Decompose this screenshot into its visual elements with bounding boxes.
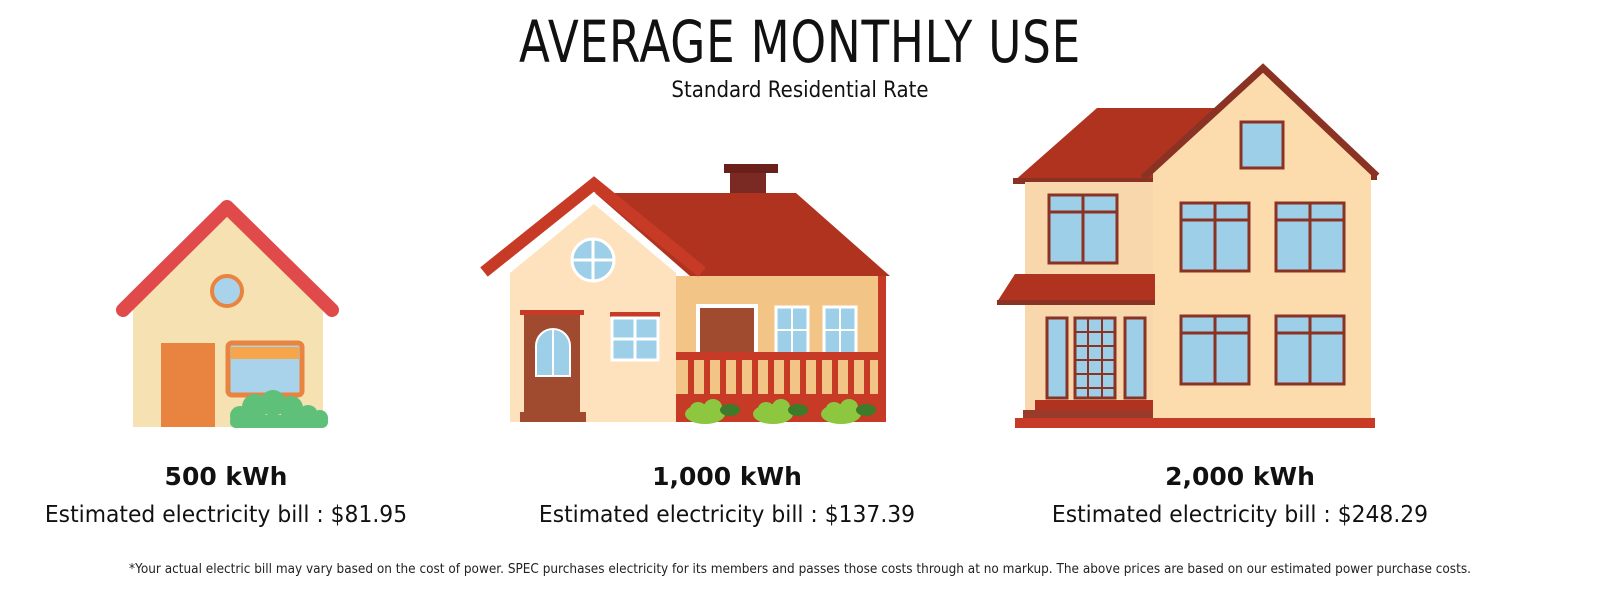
- page-subtitle: Standard Residential Rate: [671, 78, 929, 103]
- tier-3-usage: 2,000 kWh: [1165, 462, 1315, 491]
- large-house-icon: [997, 63, 1380, 428]
- page-title: AVERAGE MONTHLY USE: [519, 8, 1081, 76]
- small-house-icon: [116, 200, 339, 428]
- tier-1-bill: Estimated electricity bill : $81.95: [44, 502, 408, 528]
- medium-house-icon: [480, 164, 890, 424]
- tier-3-bill: Estimated electricity bill : $248.29: [1051, 502, 1429, 528]
- tier-1-usage: 500 kWh: [164, 462, 288, 491]
- tier-2-usage: 1,000 kWh: [652, 462, 802, 491]
- tier-2-bill: Estimated electricity bill : $137.39: [538, 502, 916, 528]
- footnote: *Your actual electric bill may vary base…: [129, 562, 1471, 577]
